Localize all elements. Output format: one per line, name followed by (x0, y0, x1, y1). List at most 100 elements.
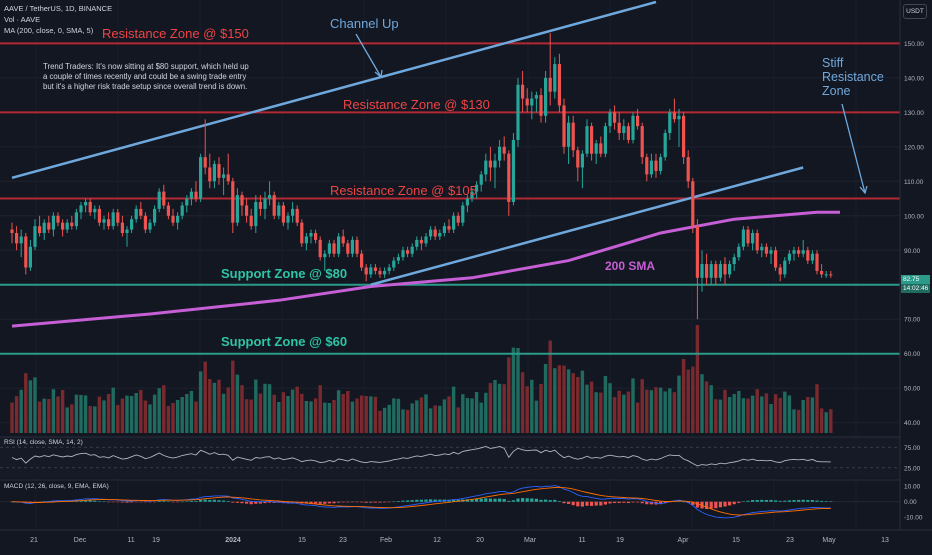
candle-body (622, 126, 626, 134)
time-tick-label: 2024 (225, 537, 241, 544)
macd-histogram-bar (530, 498, 534, 502)
candle-body (341, 236, 345, 244)
volume-bar (148, 404, 152, 433)
candle-body (617, 122, 621, 134)
volume-bar (534, 400, 539, 433)
candle-body (530, 98, 534, 106)
volume-bar (24, 373, 28, 433)
macd-histogram-bar (180, 501, 184, 503)
macd-histogram-bar (235, 501, 239, 503)
volume-bar (139, 390, 143, 433)
macd-tick-label: 10.00 (904, 484, 921, 491)
candle-body (323, 253, 327, 258)
macd-histogram-bar (162, 501, 166, 502)
macd-histogram-bar (38, 501, 42, 503)
volume-bar (272, 394, 276, 433)
macd-histogram-bar (488, 498, 492, 502)
volume-bar (764, 393, 769, 433)
volume-bar (185, 394, 189, 433)
volume-bar (801, 400, 805, 433)
macd-histogram-bar (396, 501, 400, 502)
label-support-80: Support Zone @ $80 (221, 266, 347, 281)
macd-histogram-bar (718, 501, 722, 508)
candle-body (93, 208, 97, 213)
macd-histogram-bar (392, 501, 396, 503)
candle-body (663, 133, 667, 158)
macd-histogram-bar (580, 501, 584, 507)
volume-bar (654, 387, 658, 433)
label-stiff-1: Stiff (822, 56, 844, 70)
label-sma-200: 200 SMA (605, 259, 655, 273)
volume-bar (649, 390, 654, 433)
volume-bar (235, 374, 240, 433)
volume-bar (663, 391, 667, 433)
price-tick-label: 40.00 (904, 420, 921, 427)
volume-bar (152, 394, 157, 433)
candle-body (189, 191, 193, 199)
volume-bar (341, 394, 345, 433)
macd-histogram-bar (521, 498, 525, 502)
macd-histogram-bar (134, 501, 138, 503)
macd-histogram-bar (741, 501, 745, 502)
volume-bar (718, 399, 723, 433)
volume-bar (829, 409, 833, 433)
volume-bar (396, 398, 401, 433)
macd-histogram-bar (433, 499, 437, 502)
volume-bar (548, 340, 552, 433)
volume-bar (175, 400, 180, 433)
candle-body (801, 250, 805, 254)
candle-body (309, 233, 313, 237)
sma-200-line (11, 210, 840, 328)
candle-body (603, 126, 607, 154)
candle-body (42, 222, 46, 234)
macd-histogram-bar (626, 501, 630, 504)
macd-histogram-bar (557, 501, 561, 502)
price-tick-label: 130.00 (904, 110, 924, 117)
candle-body (130, 219, 134, 230)
volume-bar (419, 397, 424, 433)
volume-bar (19, 389, 23, 433)
macd-histogram-bar (590, 501, 594, 506)
price-tick-label: 70.00 (904, 317, 921, 324)
volume-bar (295, 386, 299, 433)
volume-bar (378, 410, 382, 433)
macd-histogram-bar (599, 501, 603, 506)
volume-bar (382, 407, 387, 433)
candle-body (318, 239, 322, 258)
macd-histogram-bar (212, 499, 216, 502)
time-tick-label: Mar (524, 537, 537, 544)
candle-body (691, 181, 695, 227)
volume-bar (562, 365, 566, 433)
note-line-3: but it's a higher risk trade setup since… (43, 82, 247, 91)
volume-bar (704, 381, 709, 433)
macd-histogram-bar (406, 500, 410, 502)
volume-bar (42, 398, 46, 433)
volume-bar (359, 395, 364, 433)
candle-body (410, 246, 414, 254)
candle-body (38, 226, 42, 234)
macd-histogram-bar (373, 501, 377, 503)
label-resistance-130: Resistance Zone @ $130 (343, 97, 490, 112)
candle-body (493, 160, 497, 168)
volume-bar (760, 396, 764, 433)
volume-bar (714, 399, 718, 433)
volume-bar (208, 379, 212, 433)
macd-histogram-bar (705, 501, 709, 510)
macd-histogram-bar (166, 501, 170, 502)
macd-histogram-bar (355, 501, 359, 503)
currency-button[interactable]: USDT (903, 4, 927, 19)
volume-bar (212, 382, 217, 433)
macd-histogram-bar (695, 501, 699, 508)
candle-body (516, 84, 520, 140)
macd-histogram-bar (502, 498, 506, 502)
candle-body (732, 257, 736, 265)
candle-body (613, 112, 617, 123)
macd-histogram-bar (691, 501, 695, 506)
candle-body (360, 253, 364, 268)
candle-body (378, 270, 382, 275)
candle-body (401, 250, 405, 258)
volume-bar (502, 384, 506, 433)
candle-body (222, 174, 226, 178)
